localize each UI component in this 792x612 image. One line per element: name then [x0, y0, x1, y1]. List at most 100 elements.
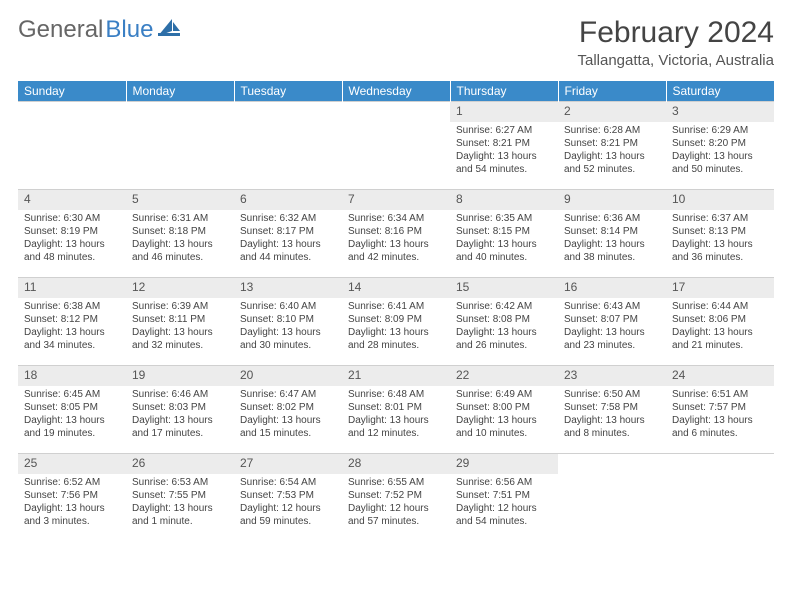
calendar-cell: 28Sunrise: 6:55 AMSunset: 7:52 PMDayligh…	[342, 454, 450, 542]
calendar-week: ........1Sunrise: 6:27 AMSunset: 8:21 PM…	[18, 102, 774, 190]
day-number: 3	[666, 102, 774, 122]
calendar-week: 25Sunrise: 6:52 AMSunset: 7:56 PMDayligh…	[18, 454, 774, 542]
calendar-cell: 19Sunrise: 6:46 AMSunset: 8:03 PMDayligh…	[126, 366, 234, 454]
calendar-week: 11Sunrise: 6:38 AMSunset: 8:12 PMDayligh…	[18, 278, 774, 366]
sunrise-text: Sunrise: 6:48 AM	[348, 388, 444, 401]
sunset-text: Sunset: 8:06 PM	[672, 313, 768, 326]
sunrise-text: Sunrise: 6:50 AM	[564, 388, 660, 401]
header: GeneralBlue February 2024 Tallangatta, V…	[18, 16, 774, 69]
page-subtitle: Tallangatta, Victoria, Australia	[577, 52, 774, 69]
calendar-cell: 26Sunrise: 6:53 AMSunset: 7:55 PMDayligh…	[126, 454, 234, 542]
calendar-cell: 20Sunrise: 6:47 AMSunset: 8:02 PMDayligh…	[234, 366, 342, 454]
sunrise-text: Sunrise: 6:32 AM	[240, 212, 336, 225]
sunset-text: Sunset: 8:18 PM	[132, 225, 228, 238]
calendar-cell: 6Sunrise: 6:32 AMSunset: 8:17 PMDaylight…	[234, 190, 342, 278]
sunset-text: Sunset: 8:21 PM	[456, 137, 552, 150]
calendar-table: SundayMondayTuesdayWednesdayThursdayFrid…	[18, 81, 774, 542]
calendar-cell: ..	[126, 102, 234, 190]
sunset-text: Sunset: 7:57 PM	[672, 401, 768, 414]
title-block: February 2024 Tallangatta, Victoria, Aus…	[577, 16, 774, 69]
sunrise-text: Sunrise: 6:42 AM	[456, 300, 552, 313]
daylight-text: and 8 minutes.	[564, 427, 660, 440]
day-header: Monday	[126, 81, 234, 102]
sunset-text: Sunset: 8:21 PM	[564, 137, 660, 150]
day-details: Sunrise: 6:40 AMSunset: 8:10 PMDaylight:…	[234, 298, 342, 356]
daylight-text: and 52 minutes.	[564, 163, 660, 176]
day-details: Sunrise: 6:54 AMSunset: 7:53 PMDaylight:…	[234, 474, 342, 532]
calendar-cell: 27Sunrise: 6:54 AMSunset: 7:53 PMDayligh…	[234, 454, 342, 542]
day-number: 20	[234, 366, 342, 386]
calendar-cell: ..	[342, 102, 450, 190]
day-details: Sunrise: 6:56 AMSunset: 7:51 PMDaylight:…	[450, 474, 558, 532]
daylight-text: Daylight: 13 hours	[24, 238, 120, 251]
sunset-text: Sunset: 8:15 PM	[456, 225, 552, 238]
calendar-cell: 7Sunrise: 6:34 AMSunset: 8:16 PMDaylight…	[342, 190, 450, 278]
brand-logo: GeneralBlue	[18, 16, 180, 44]
day-number: 2	[558, 102, 666, 122]
day-details: Sunrise: 6:50 AMSunset: 7:58 PMDaylight:…	[558, 386, 666, 444]
day-details: Sunrise: 6:52 AMSunset: 7:56 PMDaylight:…	[18, 474, 126, 532]
daylight-text: and 30 minutes.	[240, 339, 336, 352]
day-number: 9	[558, 190, 666, 210]
day-details: Sunrise: 6:38 AMSunset: 8:12 PMDaylight:…	[18, 298, 126, 356]
day-details: Sunrise: 6:46 AMSunset: 8:03 PMDaylight:…	[126, 386, 234, 444]
sunrise-text: Sunrise: 6:29 AM	[672, 124, 768, 137]
daylight-text: and 50 minutes.	[672, 163, 768, 176]
day-number: 19	[126, 366, 234, 386]
day-details: Sunrise: 6:45 AMSunset: 8:05 PMDaylight:…	[18, 386, 126, 444]
sunrise-text: Sunrise: 6:28 AM	[564, 124, 660, 137]
sunrise-text: Sunrise: 6:37 AM	[672, 212, 768, 225]
sunrise-text: Sunrise: 6:49 AM	[456, 388, 552, 401]
day-details: Sunrise: 6:34 AMSunset: 8:16 PMDaylight:…	[342, 210, 450, 268]
day-details: Sunrise: 6:53 AMSunset: 7:55 PMDaylight:…	[126, 474, 234, 532]
daylight-text: and 10 minutes.	[456, 427, 552, 440]
day-details: Sunrise: 6:32 AMSunset: 8:17 PMDaylight:…	[234, 210, 342, 268]
brand-part2: Blue	[105, 16, 153, 44]
sunrise-text: Sunrise: 6:52 AM	[24, 476, 120, 489]
daylight-text: Daylight: 13 hours	[132, 502, 228, 515]
sunrise-text: Sunrise: 6:54 AM	[240, 476, 336, 489]
sunset-text: Sunset: 8:17 PM	[240, 225, 336, 238]
day-details: Sunrise: 6:30 AMSunset: 8:19 PMDaylight:…	[18, 210, 126, 268]
day-number: 25	[18, 454, 126, 474]
sunrise-text: Sunrise: 6:31 AM	[132, 212, 228, 225]
calendar-cell: 3Sunrise: 6:29 AMSunset: 8:20 PMDaylight…	[666, 102, 774, 190]
daylight-text: and 17 minutes.	[132, 427, 228, 440]
calendar-cell: 4Sunrise: 6:30 AMSunset: 8:19 PMDaylight…	[18, 190, 126, 278]
sunset-text: Sunset: 8:11 PM	[132, 313, 228, 326]
sunrise-text: Sunrise: 6:44 AM	[672, 300, 768, 313]
day-details: Sunrise: 6:42 AMSunset: 8:08 PMDaylight:…	[450, 298, 558, 356]
day-details: Sunrise: 6:35 AMSunset: 8:15 PMDaylight:…	[450, 210, 558, 268]
sunset-text: Sunset: 7:52 PM	[348, 489, 444, 502]
daylight-text: and 1 minute.	[132, 515, 228, 528]
daylight-text: Daylight: 13 hours	[132, 414, 228, 427]
daylight-text: Daylight: 13 hours	[456, 150, 552, 163]
daylight-text: Daylight: 13 hours	[240, 326, 336, 339]
daylight-text: and 54 minutes.	[456, 163, 552, 176]
sunrise-text: Sunrise: 6:55 AM	[348, 476, 444, 489]
daylight-text: Daylight: 13 hours	[456, 238, 552, 251]
daylight-text: and 48 minutes.	[24, 251, 120, 264]
daylight-text: and 40 minutes.	[456, 251, 552, 264]
daylight-text: and 3 minutes.	[24, 515, 120, 528]
day-number: 17	[666, 278, 774, 298]
daylight-text: and 12 minutes.	[348, 427, 444, 440]
day-number: 26	[126, 454, 234, 474]
daylight-text: Daylight: 13 hours	[132, 326, 228, 339]
daylight-text: Daylight: 13 hours	[672, 238, 768, 251]
daylight-text: and 54 minutes.	[456, 515, 552, 528]
daylight-text: Daylight: 12 hours	[240, 502, 336, 515]
daylight-text: and 34 minutes.	[24, 339, 120, 352]
day-number: 5	[126, 190, 234, 210]
day-number: 14	[342, 278, 450, 298]
sunset-text: Sunset: 8:12 PM	[24, 313, 120, 326]
day-number: 11	[18, 278, 126, 298]
day-header: Friday	[558, 81, 666, 102]
sunset-text: Sunset: 7:56 PM	[24, 489, 120, 502]
sunrise-text: Sunrise: 6:38 AM	[24, 300, 120, 313]
daylight-text: and 42 minutes.	[348, 251, 444, 264]
sunset-text: Sunset: 8:08 PM	[456, 313, 552, 326]
day-details: Sunrise: 6:55 AMSunset: 7:52 PMDaylight:…	[342, 474, 450, 532]
daylight-text: and 44 minutes.	[240, 251, 336, 264]
sunrise-text: Sunrise: 6:51 AM	[672, 388, 768, 401]
